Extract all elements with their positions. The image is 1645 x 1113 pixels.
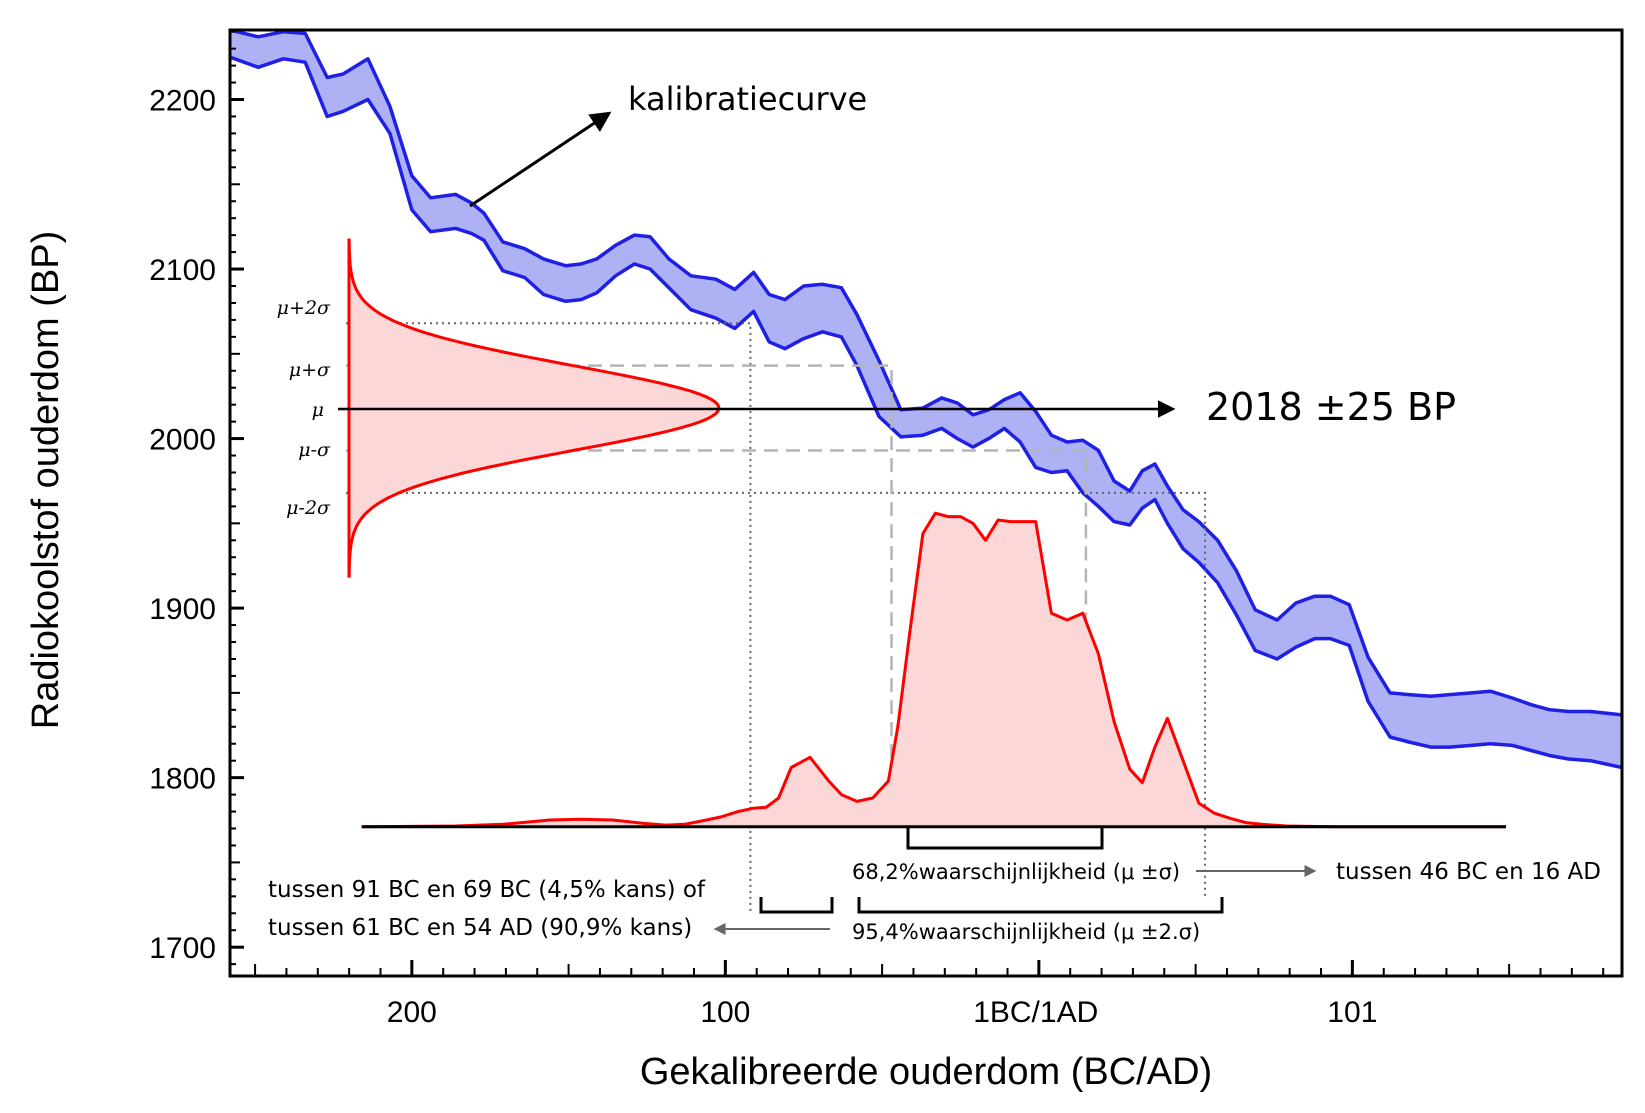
mu-plus-sigma-label: μ+σ [289, 359, 331, 381]
x-tick-label: 101 [1327, 996, 1377, 1029]
range-95-bracket-b [857, 897, 1224, 914]
calibration-upper-line [230, 30, 1622, 717]
plot-area [230, 30, 1622, 770]
y-tick-label: 1700 [149, 932, 216, 965]
calibration-curve-arrow [469, 111, 612, 208]
range-68-result: tussen 46 BC en 16 AD [1336, 859, 1601, 885]
range-68-label: 68,2%waarschijnlijkheid (μ ±σ) [852, 860, 1180, 884]
calibration-curve-label: kalibratiecurve [628, 80, 867, 118]
measurement-group: 2018 ±25 BP μ+2σ μ+σ μ μ-σ μ-2σ [277, 297, 1456, 519]
calibrated-distribution-curve [361, 511, 1506, 829]
range-95-bracket-a [759, 897, 834, 914]
x-tick-label: 200 [387, 996, 437, 1029]
mu-label: μ [312, 399, 324, 421]
mu-minus-sigma-label: μ-σ [298, 439, 331, 461]
y-tick-label: 2100 [149, 254, 216, 287]
x-tick-label: 100 [700, 996, 750, 1029]
range-68-bracket [906, 828, 1104, 850]
calibration-curve-pointer: kalibratiecurve [469, 80, 867, 208]
y-axis-title: Radiokoolstof ouderdom (BP) [25, 231, 67, 729]
range-95-result-line-1: tussen 91 BC en 69 BC (4,5% kans) of [268, 877, 706, 903]
y-tick-label: 1900 [149, 593, 216, 626]
calibration-band-fill [230, 30, 1622, 768]
calibrated-distribution-fill [361, 513, 1507, 827]
guide-mu-minus-2sigma [346, 491, 1207, 897]
range-annotations: 68,2%waarschijnlijkheid (μ ±σ) tussen 46… [268, 828, 1601, 944]
measurement-label: 2018 ±25 BP [1206, 385, 1456, 429]
x-tick-label: 1BC/1AD [973, 996, 1098, 1029]
mu-plus-2sigma-label: μ+2σ [277, 297, 331, 319]
calibration-lower-line [230, 55, 1622, 770]
distributions [347, 238, 1507, 829]
plot-frame [228, 28, 1624, 978]
range-95-label: 95,4%waarschijnlijkheid (μ ±2.σ) [852, 920, 1200, 944]
y-tick-label: 1800 [149, 763, 216, 796]
axes: 1700 1800 1900 2000 2100 2200 200 100 1BC/1AD 101 [149, 30, 1605, 1029]
y-tick-label: 2000 [149, 424, 216, 457]
x-axis-title: Gekalibreerde ouderdom (BC/AD) [640, 1051, 1212, 1093]
range-95-result-line-2: tussen 61 BC en 54 AD (90,9% kans) [268, 915, 692, 941]
mu-minus-2sigma-label: μ-2σ [286, 497, 331, 519]
y-tick-label: 2200 [149, 85, 216, 118]
